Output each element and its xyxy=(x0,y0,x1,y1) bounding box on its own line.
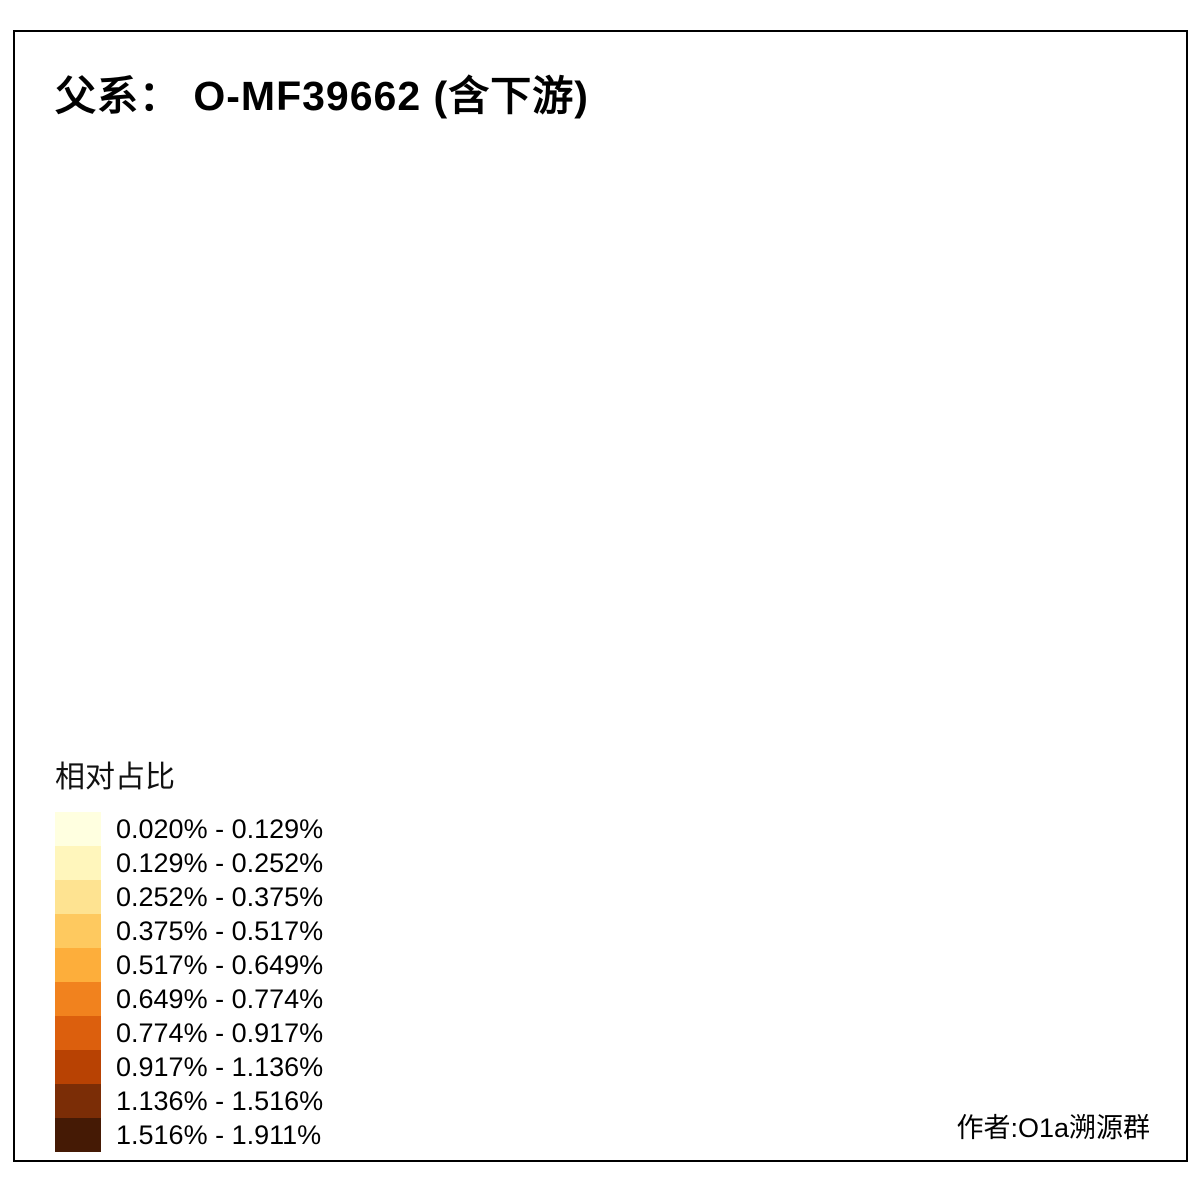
legend-swatch xyxy=(55,880,101,914)
legend-rows: 0.020% - 0.129% 0.129% - 0.252% 0.252% - 0… xyxy=(55,812,323,1152)
legend-row: 0.517% - 0.649% xyxy=(55,948,323,982)
legend: 相对占比 0.020% - 0.129% 0.129% - 0.252% 0.252… xyxy=(55,752,323,1152)
legend-row: 0.649% - 0.774% xyxy=(55,982,323,1016)
legend-label: 0.774% - 0.917% xyxy=(116,1017,324,1048)
legend-label: 0.649% - 0.774% xyxy=(116,983,324,1014)
attribution-text: 作者:O1a溯源群 xyxy=(956,1113,1150,1143)
legend-row: 0.252% - 0.375% xyxy=(55,880,323,914)
legend-row: 0.375% - 0.517% xyxy=(55,914,323,948)
legend-swatch xyxy=(55,1050,101,1084)
legend-row: 0.129% - 0.252% xyxy=(55,846,323,880)
legend-swatch xyxy=(55,1016,101,1050)
legend-label: 0.129% - 0.252% xyxy=(116,847,324,878)
legend-label: 1.136% - 1.516% xyxy=(116,1085,324,1116)
legend-label: 0.517% - 0.649% xyxy=(116,949,324,980)
plot-border-frame xyxy=(13,30,1188,1162)
legend-swatch xyxy=(55,1118,101,1152)
legend-swatch xyxy=(55,914,101,948)
legend-row: 0.020% - 0.129% xyxy=(55,812,323,846)
legend-swatch xyxy=(55,1084,101,1118)
legend-swatch xyxy=(55,812,101,846)
legend-title: 相对占比 xyxy=(55,761,175,794)
legend-row: 1.136% - 1.516% xyxy=(55,1084,323,1118)
legend-label: 0.375% - 0.517% xyxy=(116,915,324,946)
legend-label: 1.516% - 1.911% xyxy=(116,1119,322,1150)
legend-row: 0.917% - 1.136% xyxy=(55,1050,323,1084)
legend-swatch xyxy=(55,948,101,982)
legend-label: 0.917% - 1.136% xyxy=(116,1051,324,1082)
legend-row: 0.774% - 0.917% xyxy=(55,1016,323,1050)
legend-swatch xyxy=(55,982,101,1016)
legend-swatch xyxy=(55,846,101,880)
legend-row: 1.516% - 1.911% xyxy=(55,1118,323,1152)
legend-label: 0.020% - 0.129% xyxy=(116,813,324,844)
page-title: 父系： O-MF39662 (含下游) xyxy=(55,73,589,119)
legend-label: 0.252% - 0.375% xyxy=(116,881,324,912)
